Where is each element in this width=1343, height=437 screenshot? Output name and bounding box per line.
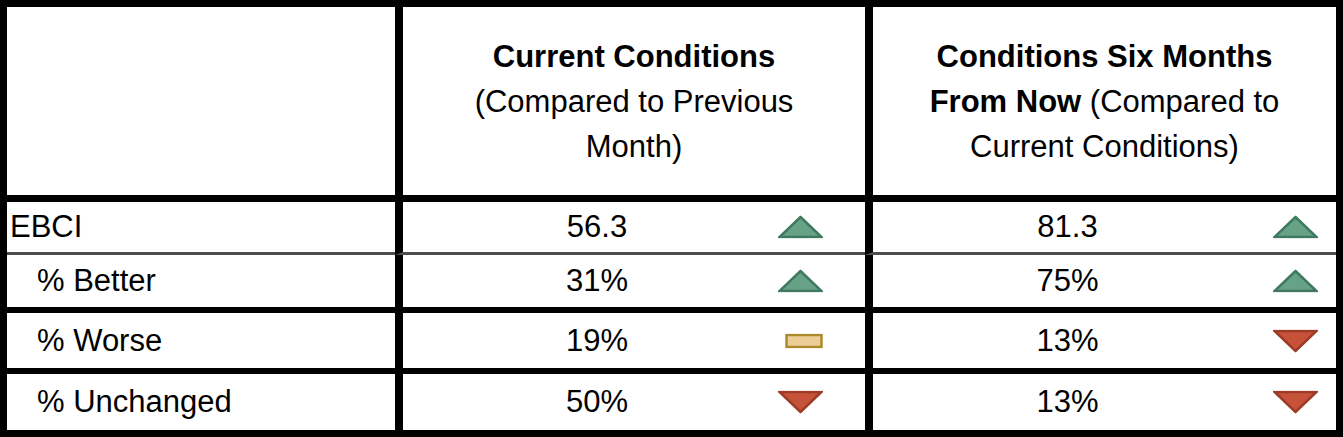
row-label-percent-unchanged: % Unchanged — [7, 374, 395, 430]
unchanged-current-value: 50% — [403, 384, 791, 420]
ebci-current-cell: 56.3 — [395, 202, 865, 255]
ebci-summary-table: Current Conditions (Compared to Previous… — [0, 0, 1343, 437]
up-arrow-icon — [1273, 216, 1318, 239]
row-label-percent-better: % Better — [7, 255, 395, 313]
header-empty-cell — [7, 7, 395, 202]
better-current-cell: 31% — [395, 255, 865, 313]
down-arrow-icon — [778, 391, 823, 414]
header-future-subtitle-line3: Current Conditions) — [970, 129, 1239, 164]
up-arrow-icon — [778, 216, 823, 239]
better-future-value: 75% — [873, 263, 1262, 299]
header-current-text: Current Conditions (Compared to Previous… — [475, 34, 794, 169]
up-arrow-icon — [1273, 270, 1318, 293]
ebci-future-cell: 81.3 — [865, 202, 1336, 255]
worse-current-cell: 19% — [395, 313, 865, 374]
header-future-text: Conditions Six Months From Now (Compared… — [930, 34, 1280, 169]
header-current-conditions: Current Conditions (Compared to Previous… — [395, 7, 865, 202]
worse-future-cell: 13% — [865, 313, 1336, 374]
up-arrow-icon — [778, 270, 823, 293]
header-future-conditions: Conditions Six Months From Now (Compared… — [865, 7, 1336, 202]
row-label-percent-worse: % Worse — [7, 313, 395, 374]
unchanged-future-cell: 13% — [865, 374, 1336, 430]
unchanged-current-cell: 50% — [395, 374, 865, 430]
unchanged-future-value: 13% — [873, 384, 1262, 420]
ebci-current-value: 56.3 — [403, 209, 791, 245]
ebci-future-value: 81.3 — [873, 209, 1262, 245]
flat-bar-icon — [785, 333, 823, 348]
worse-future-value: 13% — [873, 323, 1262, 359]
header-current-subtitle-line2: Month) — [586, 129, 682, 164]
header-future-title-line1: Conditions Six Months — [937, 39, 1273, 74]
worse-current-value: 19% — [403, 323, 791, 359]
row-label-ebci: EBCI — [7, 202, 395, 255]
better-current-value: 31% — [403, 263, 791, 299]
down-arrow-icon — [1273, 391, 1318, 414]
down-arrow-icon — [1273, 329, 1318, 352]
header-current-subtitle-line1: (Compared to Previous — [475, 84, 794, 119]
header-current-title: Current Conditions — [493, 39, 775, 74]
header-future-subtitle-line2: (Compared to — [1081, 84, 1279, 119]
better-future-cell: 75% — [865, 255, 1336, 313]
header-future-title-line2: From Now — [930, 84, 1082, 119]
